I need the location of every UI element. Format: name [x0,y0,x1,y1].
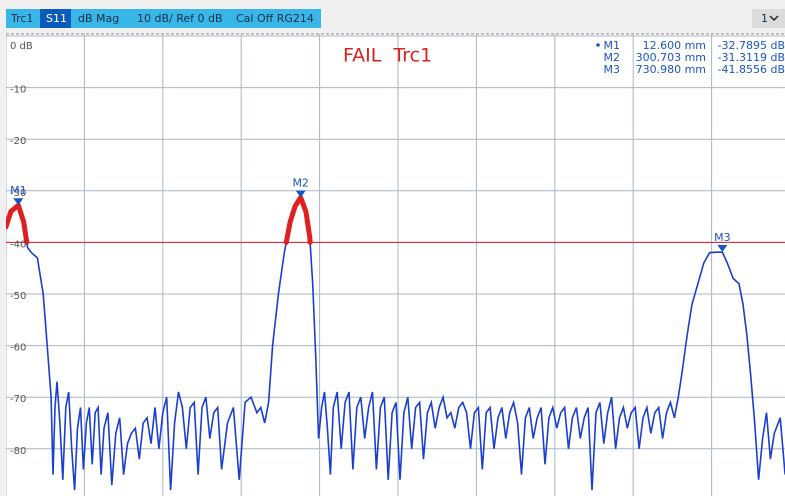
dropdown-icon[interactable] [769,15,779,22]
fail-annotation: FAIL Trc1 [343,45,432,67]
format-label: dB Mag [78,12,119,25]
marker-label: M1 [10,184,27,197]
y-tick-label: -40 [10,239,26,250]
overlay: 0 dB -10 -20 -30 -40 -50 -60 -70 -80 M1 M1 12.600 m… [10,39,785,457]
active-marker-dot [596,43,600,47]
marker-table-name: M3 [604,63,621,76]
y-tick-label: -20 [10,136,26,147]
calibration-label: Cal Off RG214 [236,12,314,25]
trace-line [6,195,785,491]
marker-label: M3 [714,231,731,244]
y-tick-label: -30 [10,188,26,199]
y-tick-label: -50 [10,291,26,302]
marker-table-y: -41.8556 dB [718,63,785,76]
y-tick-label: -60 [10,343,26,354]
y-tick-label: -10 [10,85,26,96]
trace-info-bar [6,9,321,28]
marker-table-name: M2 [604,51,621,64]
y-tick-label: -70 [10,394,26,405]
marker-triangle [717,244,728,252]
y-tick-label: 0 dB [10,41,33,52]
plot-area [6,34,785,496]
plot [6,34,785,496]
marker-table-x: 730.980 mm [636,63,706,76]
trace-label: Trc1 [10,12,33,25]
scale-label: 10 dB/ Ref 0 dB [137,12,223,25]
marker-table-x: 300.703 mm [636,51,706,64]
channel-box[interactable] [752,9,785,28]
parameter-box [40,9,71,28]
parameter-label: S11 [46,12,67,25]
channel-label[interactable]: 1 [761,12,768,25]
fail-segment [6,202,30,245]
marker-table-y: -31.3119 dB [718,51,785,64]
marker-triangle [13,198,24,206]
marker-table-name: M1 [604,39,621,52]
marker-label: M2 [292,177,309,190]
marker-triangle [295,190,306,198]
marker-table-y: -32.7895 dB [718,39,785,52]
y-tick-label: -80 [10,446,26,457]
marker-table-x: 12.600 mm [643,39,706,52]
